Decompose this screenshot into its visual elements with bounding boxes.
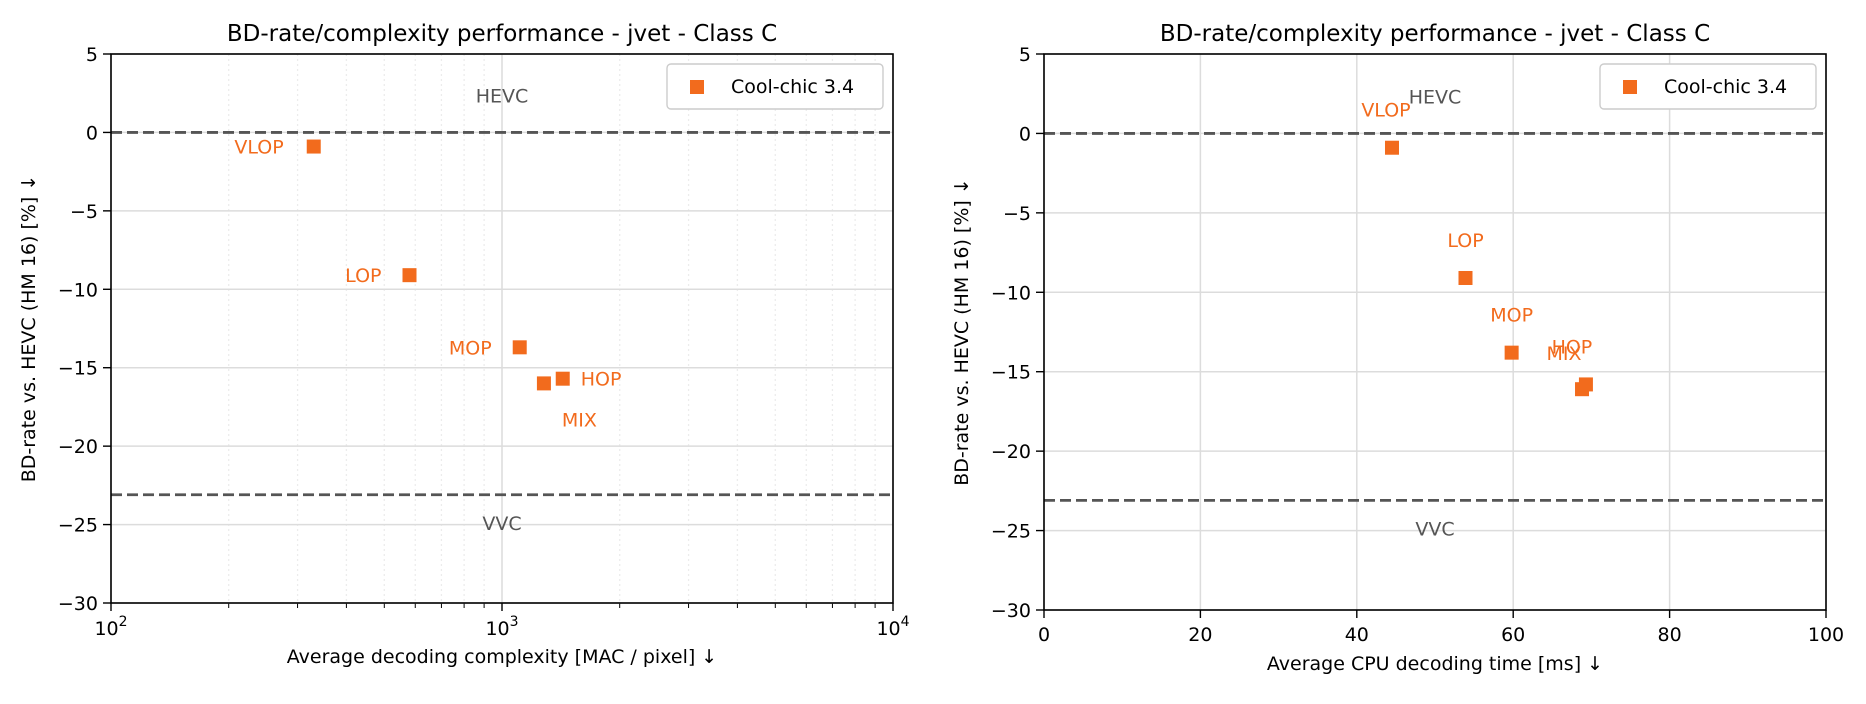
- x-tick-label-base: 10: [876, 618, 900, 640]
- y-axis-label: BD-rate vs. HEVC (HM 16) [%] ↓: [951, 178, 973, 486]
- x-tick-label: 100: [1808, 624, 1844, 646]
- x-axis-label: Average decoding complexity [MAC / pixel…: [287, 646, 717, 668]
- point-label-vlop: VLOP: [234, 137, 283, 159]
- y-tick-label: −20: [58, 436, 98, 458]
- x-tick-label: 103: [485, 614, 518, 640]
- point-label-mop: MOP: [449, 337, 492, 359]
- plot-frame: [1043, 53, 1827, 611]
- y-tick-label: −30: [58, 593, 98, 615]
- reference-label-hevc: HEVC: [1409, 86, 1462, 108]
- x-tick-label: 102: [94, 614, 127, 640]
- chart-panel-2: HEVC VVC 0 20 40 60 80 100 5 0 −5 −10 −15 −20 −25 −30 BD…: [951, 21, 1844, 675]
- data-point-hop: [555, 371, 570, 386]
- y-tick-label: 5: [86, 44, 98, 66]
- legend-marker: [1623, 80, 1637, 94]
- point-label-mop: MOP: [1490, 305, 1533, 327]
- y-tick-label: 0: [1019, 123, 1031, 145]
- data-point-mix: [536, 376, 551, 391]
- x-tick-label: 40: [1345, 624, 1369, 646]
- x-tick-label: 80: [1658, 624, 1682, 646]
- data-point-lop: [402, 268, 417, 283]
- y-tick-label: −15: [58, 358, 98, 380]
- y-tick-label: −5: [1003, 203, 1031, 225]
- y-tick-label: −10: [58, 279, 98, 301]
- x-tick-label-base: 10: [94, 618, 118, 640]
- reference-label-vvc: VVC: [482, 513, 521, 535]
- x-tick-label-exponent: 3: [510, 614, 519, 630]
- point-label-lop: LOP: [345, 265, 381, 287]
- data-point-mop: [1504, 345, 1519, 360]
- point-label-hop: HOP: [581, 369, 622, 391]
- y-tick-label: −30: [991, 600, 1031, 622]
- data-point-vlop: [306, 139, 321, 154]
- legend-box: [1599, 63, 1817, 110]
- y-tick-label: −10: [991, 282, 1031, 304]
- y-axis-label: BD-rate vs. HEVC (HM 16) [%] ↓: [18, 175, 40, 483]
- legend: Cool-chic 3.4: [666, 63, 884, 110]
- legend-marker: [690, 80, 704, 94]
- x-tick-label-exponent: 4: [901, 614, 910, 630]
- x-tick-label: 60: [1501, 624, 1525, 646]
- legend-box: [666, 63, 884, 110]
- point-label-hop: HOP: [1552, 336, 1593, 358]
- x-tick-label: 0: [1038, 624, 1050, 646]
- y-tick-label: −25: [991, 521, 1031, 543]
- y-tick-label: 5: [1019, 44, 1031, 66]
- point-label-vlop: VLOP: [1361, 100, 1410, 122]
- legend-label: Cool-chic 3.4: [731, 76, 854, 98]
- reference-label-vvc: VVC: [1415, 518, 1454, 540]
- y-tick-label: −20: [991, 441, 1031, 463]
- legend: Cool-chic 3.4: [1599, 63, 1817, 110]
- point-label-mix: MIX: [1547, 343, 1582, 365]
- x-axis-label: Average CPU decoding time [ms] ↓: [1267, 653, 1603, 675]
- data-point-hop: [1578, 377, 1593, 392]
- legend-label: Cool-chic 3.4: [1664, 76, 1787, 98]
- data-point-mop: [512, 340, 527, 355]
- x-tick-label-base: 10: [485, 618, 509, 640]
- chart-title: BD-rate/complexity performance - jvet - …: [227, 21, 777, 47]
- y-tick-label: −5: [70, 201, 98, 223]
- point-label-mix: MIX: [562, 409, 597, 431]
- point-label-lop: LOP: [1447, 230, 1483, 252]
- reference-label-hevc: HEVC: [476, 85, 529, 107]
- data-point-lop: [1458, 270, 1473, 285]
- y-tick-label: −25: [58, 515, 98, 537]
- y-tick-label: −15: [991, 362, 1031, 384]
- y-tick-label: 0: [86, 122, 98, 144]
- chart-title: BD-rate/complexity performance - jvet - …: [1160, 21, 1710, 47]
- data-point-vlop: [1384, 140, 1399, 155]
- x-tick-label: 104: [876, 614, 909, 640]
- x-tick-label-exponent: 2: [119, 614, 128, 630]
- x-tick-label: 20: [1188, 624, 1212, 646]
